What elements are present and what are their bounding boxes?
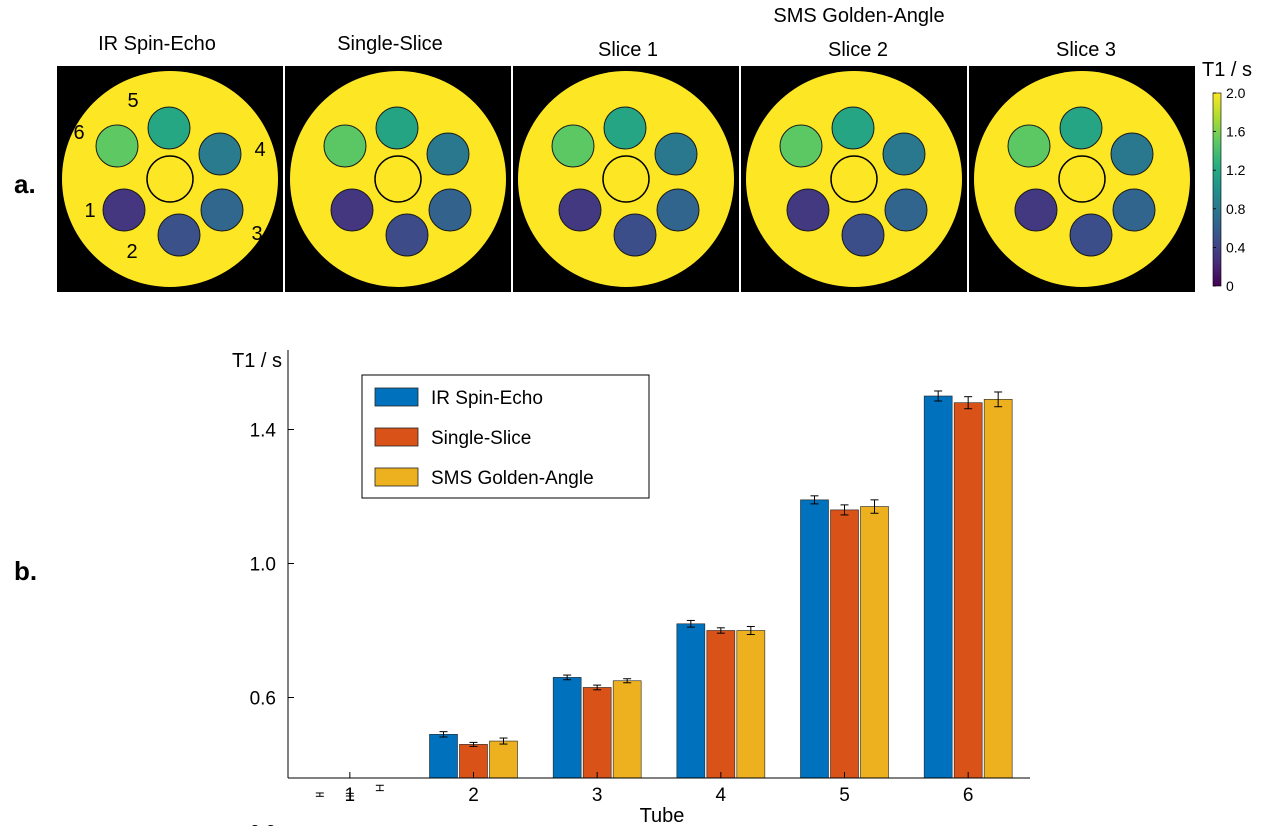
tube-5 <box>375 106 419 150</box>
center-tube <box>1058 155 1106 203</box>
colorbar-label: T1 / s <box>1202 59 1252 81</box>
bar <box>860 506 889 779</box>
legend-swatch <box>374 467 419 487</box>
panel-label-a: a. <box>14 169 36 199</box>
bar <box>489 740 518 779</box>
y-tick-label: 0.2 <box>250 823 276 826</box>
y-tick-label: 1.4 <box>250 421 277 442</box>
legend-swatch <box>374 427 419 447</box>
tube-2 <box>1069 213 1113 257</box>
tube-1 <box>786 188 830 232</box>
bar <box>736 630 766 779</box>
tube-2 <box>157 213 201 257</box>
map-title: Slice 2 <box>828 39 888 61</box>
bar <box>983 399 1013 779</box>
tube-3 <box>656 188 700 232</box>
tube-number-label: 4 <box>254 139 265 161</box>
center-tube <box>374 155 422 203</box>
tube-3 <box>200 188 244 232</box>
tube-6 <box>779 124 823 168</box>
tube-4 <box>1110 132 1154 176</box>
tube-2 <box>385 213 429 257</box>
legend-label: Single-Slice <box>431 428 531 449</box>
bar <box>676 623 706 779</box>
bar <box>552 677 582 779</box>
x-tick-label: 4 <box>716 785 727 806</box>
phantom-disk <box>62 71 278 287</box>
colorbar: T1 / s 0 0.4 0.8 1.2 1.6 2.0 <box>1202 59 1252 294</box>
x-tick-label: 5 <box>839 785 850 806</box>
tube-4 <box>654 132 698 176</box>
tube-5 <box>147 106 191 150</box>
bar <box>429 734 458 779</box>
tube-number-label: 3 <box>251 223 262 245</box>
x-axis-label: Tube <box>640 805 685 826</box>
map-title: IR Spin-Echo <box>98 33 216 55</box>
tube-1 <box>330 188 374 232</box>
tube-3 <box>1112 188 1156 232</box>
bar <box>582 687 612 779</box>
tube-6 <box>551 124 595 168</box>
map-title: Single-Slice <box>337 33 443 55</box>
tube-4 <box>426 132 470 176</box>
bar <box>830 509 859 779</box>
colorbar-tick-label: 2.0 <box>1226 85 1246 101</box>
y-tick-label: 0.6 <box>250 689 276 710</box>
tube-1 <box>558 188 602 232</box>
x-tick-label: 2 <box>468 785 479 806</box>
tube-number-label: 6 <box>73 122 84 144</box>
phantom-disk <box>290 71 506 287</box>
colorbar-tick-label: 1.6 <box>1226 124 1246 140</box>
tube-number-label: 2 <box>126 241 137 263</box>
tube-5 <box>603 106 647 150</box>
bar <box>923 395 953 779</box>
t1-maps: SMS Golden-Angle IR Spin-Echo 1 2 3 4 5 6 Singl… <box>57 5 1195 292</box>
colorbar-tick-label: 1.2 <box>1226 162 1246 178</box>
center-tube <box>146 155 194 203</box>
tube-1 <box>102 188 146 232</box>
tube-5 <box>1059 106 1103 150</box>
x-tick-label: 1 <box>345 785 356 806</box>
phantom-disk <box>746 71 962 287</box>
bar-chart: 0.2 0.6 1.0 1.4 1 2 3 4 5 6 T1 / s Tube IR Spin-… <box>232 350 1030 826</box>
y-tick-label: 1.0 <box>250 555 276 576</box>
tube-3 <box>428 188 472 232</box>
colorbar-tick-label: 0.8 <box>1226 201 1246 217</box>
tube-3 <box>884 188 928 232</box>
tube-4 <box>198 132 242 176</box>
bar <box>953 402 983 779</box>
colorbar-gradient <box>1212 92 1222 287</box>
map-title: Slice 3 <box>1056 39 1116 61</box>
phantom-disk <box>518 71 734 287</box>
center-tube <box>602 155 650 203</box>
tube-5 <box>831 106 875 150</box>
x-tick-label: 6 <box>963 785 974 806</box>
tube-6 <box>323 124 367 168</box>
bar <box>612 680 642 779</box>
tube-6 <box>1007 124 1051 168</box>
panel-label-b: b. <box>14 556 37 586</box>
sms-group-label: SMS Golden-Angle <box>773 5 944 27</box>
center-tube <box>830 155 878 203</box>
legend: IR Spin-Echo Single-Slice SMS Golden-Angle <box>361 374 650 499</box>
legend-swatch <box>374 387 419 407</box>
tube-6 <box>95 124 139 168</box>
tube-4 <box>882 132 926 176</box>
legend-label: SMS Golden-Angle <box>431 468 594 489</box>
y-axis-label: T1 / s <box>232 350 282 372</box>
colorbar-tick-label: 0.4 <box>1226 239 1246 255</box>
bar <box>800 499 829 779</box>
map-title: Slice 1 <box>598 39 658 61</box>
tube-1 <box>1014 188 1058 232</box>
tube-2 <box>841 213 885 257</box>
tube-2 <box>613 213 657 257</box>
colorbar-tick-label: 0 <box>1226 278 1234 294</box>
tube-number-label: 1 <box>84 200 95 222</box>
legend-label: IR Spin-Echo <box>431 388 543 409</box>
tube-number-label: 5 <box>127 90 138 112</box>
phantom-disk <box>974 71 1190 287</box>
x-tick-label: 3 <box>592 785 603 806</box>
bar <box>706 630 736 779</box>
